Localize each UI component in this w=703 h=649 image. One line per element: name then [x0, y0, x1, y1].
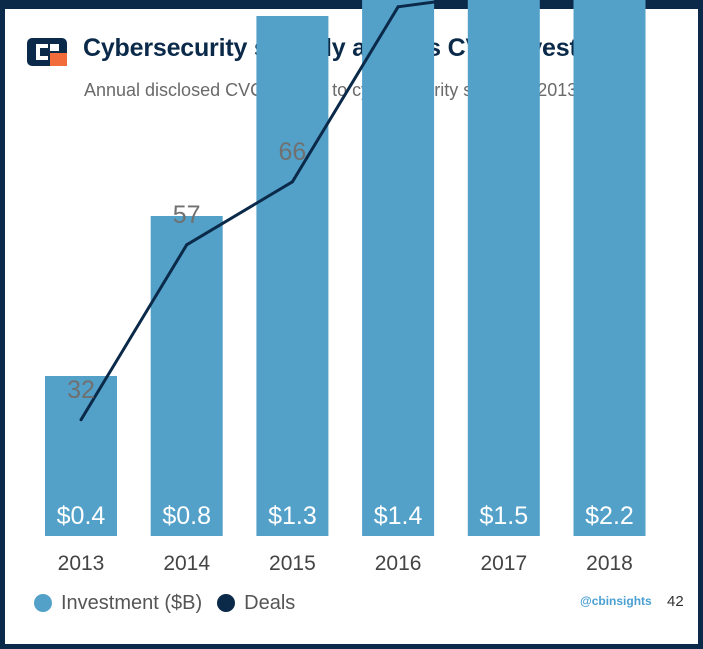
x-tick-label-2014: 2014 [163, 552, 210, 575]
bar-2014 [150, 216, 223, 536]
bar-2013 [45, 376, 117, 536]
bar-2015 [256, 16, 329, 536]
bar-value-label-2016: $1.4 [374, 502, 423, 530]
cb-insights-logo-icon [27, 38, 67, 66]
bar-value-label-2018: $2.2 [585, 502, 634, 530]
bar-value-label-2013: $0.4 [57, 502, 106, 530]
bar-2018 [573, 0, 646, 536]
deals-point-2015 [290, 180, 294, 184]
x-tick-label-2013: 2013 [58, 552, 105, 575]
chart-title: Cybersecurity steadily attracts CVC inve… [83, 34, 637, 62]
deals-value-label-2014: 57 [173, 201, 201, 229]
legend-swatch-investment [34, 594, 52, 612]
deals-value-label-2013: 32 [67, 376, 95, 404]
x-tick-label-2015: 2015 [269, 552, 316, 575]
bar-value-label-2015: $1.3 [268, 502, 317, 530]
bar-value-label-2017: $1.5 [479, 502, 528, 530]
deals-point-2013 [79, 418, 83, 422]
deals-point-2014 [185, 243, 189, 247]
deals-line [79, 0, 461, 421]
legend-label-investment: Investment ($B) [61, 591, 203, 614]
legend-swatch-deals [217, 594, 236, 612]
deals-point-2016 [396, 5, 400, 9]
x-tick-label-2018: 2018 [586, 552, 633, 575]
chart-legend: Investment ($B) Deals [34, 590, 310, 616]
bar-2017 [467, 0, 540, 536]
x-tick-label-2017: 2017 [480, 552, 527, 575]
legend-label-deals: Deals [244, 591, 296, 614]
page-number: 42 [667, 593, 684, 610]
bar-2016 [362, 0, 435, 536]
deals-value-label-2015: 66 [278, 138, 306, 166]
twitter-handle[interactable]: @cbinsights [580, 594, 652, 608]
bar-value-label-2014: $0.8 [162, 502, 211, 530]
x-tick-label-2016: 2016 [375, 552, 422, 575]
